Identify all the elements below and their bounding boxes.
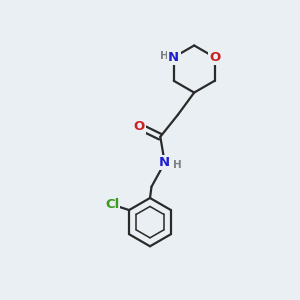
Text: O: O [134, 120, 145, 133]
Text: N: N [159, 156, 170, 169]
Text: H: H [160, 51, 169, 61]
Text: O: O [209, 51, 220, 64]
Text: N: N [168, 51, 179, 64]
Text: Cl: Cl [105, 198, 119, 211]
Text: H: H [173, 160, 182, 170]
Text: O: O [209, 51, 220, 64]
Text: N: N [168, 51, 179, 64]
